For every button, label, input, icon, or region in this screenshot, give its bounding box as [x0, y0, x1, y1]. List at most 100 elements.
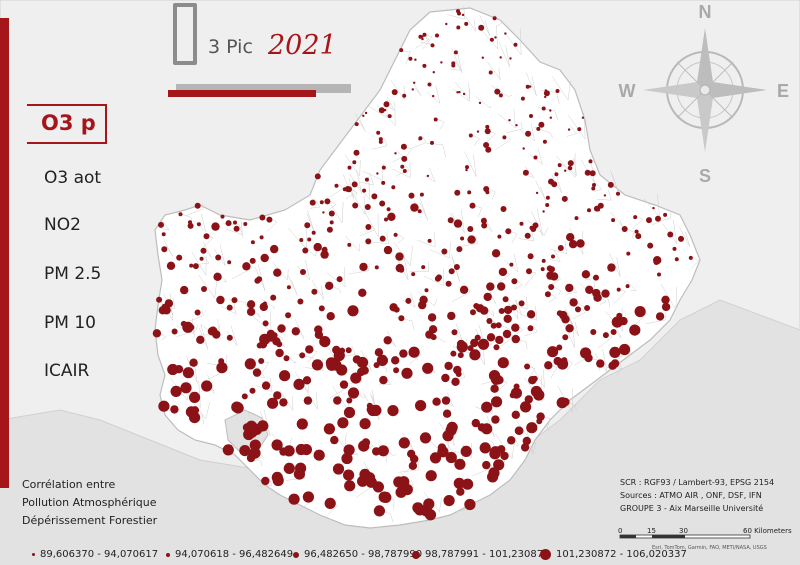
- measurement-point: [405, 297, 412, 304]
- measurement-point: [447, 311, 456, 321]
- commune-boundary: [524, 272, 537, 287]
- measurement-point: [514, 426, 524, 435]
- measurement-point: [464, 21, 469, 26]
- legend-item-2: 94,070618 - 96,482649: [166, 549, 293, 560]
- commune-boundary: [341, 346, 356, 358]
- measurement-point: [309, 199, 316, 206]
- commune-boundary: [225, 220, 243, 236]
- measurement-point: [339, 347, 346, 354]
- measurement-point: [189, 358, 198, 367]
- scale-bar: [619, 534, 751, 539]
- commune-boundary: [424, 167, 436, 183]
- menu-item-o3p[interactable]: O3 p: [41, 111, 96, 135]
- commune-boundary: [503, 28, 522, 56]
- legend-item-1: 89,606370 - 94,070617: [32, 549, 158, 560]
- measurement-point: [319, 200, 324, 205]
- measurement-point: [330, 435, 339, 445]
- commune-boundary: [160, 219, 170, 231]
- measurement-point: [343, 444, 355, 456]
- commune-boundary: [652, 212, 671, 225]
- measurement-point: [486, 318, 493, 324]
- measurement-point: [347, 305, 359, 317]
- measurement-point: [166, 261, 176, 270]
- measurement-point: [395, 252, 404, 261]
- measurement-point: [513, 383, 520, 390]
- measurement-point: [201, 380, 213, 392]
- measurement-point: [462, 92, 466, 96]
- measurement-point: [346, 397, 353, 404]
- commune-boundary: [464, 151, 477, 178]
- measurement-point: [486, 333, 496, 342]
- measurement-point: [299, 352, 306, 359]
- measurement-point: [216, 362, 228, 374]
- commune-boundary: [504, 295, 518, 320]
- menu-item-o3-aot[interactable]: O3 aot: [44, 168, 102, 188]
- measurement-point: [417, 209, 422, 214]
- commune-boundary: [422, 34, 433, 50]
- legend-label-1: 89,606370 - 94,070617: [40, 549, 159, 560]
- measurement-point: [544, 95, 547, 99]
- commune-boundary: [311, 279, 324, 300]
- measurement-point: [457, 352, 464, 359]
- measurement-point: [453, 219, 463, 228]
- measurement-point: [451, 377, 460, 386]
- measurement-point: [410, 203, 419, 212]
- correlation-line-2: Pollution Atmosphérique: [22, 496, 157, 509]
- title-year: 2021: [268, 30, 337, 61]
- measurement-point: [196, 222, 201, 227]
- measurement-point: [608, 361, 617, 370]
- commune-boundary: [163, 239, 173, 257]
- measurement-point: [633, 215, 638, 220]
- measurement-point: [494, 36, 497, 39]
- measurement-point: [365, 224, 372, 230]
- commune-boundary: [372, 232, 390, 244]
- menu-item-pm25[interactable]: PM 2.5: [44, 264, 102, 284]
- measurement-point: [473, 303, 480, 309]
- legend-dot-2: [166, 552, 170, 557]
- measurement-point: [538, 121, 545, 128]
- measurement-point: [216, 295, 225, 305]
- measurement-point: [535, 191, 539, 195]
- measurement-point: [481, 222, 488, 229]
- measurement-point: [500, 206, 507, 212]
- correlation-line-1: Corrélation entre: [22, 478, 116, 491]
- legend-item-3: 96,482650 - 98,787990: [293, 549, 422, 560]
- measurement-point: [408, 192, 415, 199]
- measurement-point: [325, 357, 337, 369]
- measurement-point: [500, 451, 509, 461]
- measurement-point: [587, 208, 591, 213]
- commune-boundary: [199, 236, 214, 251]
- commune-boundary: [518, 229, 535, 242]
- menu-item-o3p-frame[interactable]: [27, 104, 107, 144]
- measurement-point: [227, 260, 232, 265]
- measurement-point: [300, 269, 306, 275]
- measurement-point: [393, 476, 405, 488]
- measurement-point: [590, 329, 597, 335]
- measurement-point: [524, 395, 533, 404]
- measurement-point: [387, 405, 399, 417]
- measurement-point: [479, 442, 491, 454]
- measurement-point: [311, 359, 323, 371]
- measurement-point: [383, 245, 393, 255]
- measurement-point: [511, 323, 520, 332]
- measurement-point: [481, 56, 484, 59]
- commune-boundary: [306, 210, 316, 235]
- menu-item-pm10[interactable]: PM 10: [44, 313, 96, 333]
- measurement-point: [411, 88, 414, 91]
- menu-item-icair[interactable]: ICAIR: [44, 361, 90, 381]
- measurement-point: [328, 210, 335, 217]
- commune-boundary: [475, 96, 491, 109]
- commune-boundary: [597, 334, 613, 349]
- measurement-point: [527, 325, 534, 332]
- measurement-point: [258, 358, 265, 364]
- commune-boundary: [423, 268, 444, 287]
- measurement-point: [353, 149, 360, 156]
- measurement-point: [161, 303, 168, 310]
- menu-item-no2[interactable]: NO2: [44, 215, 81, 235]
- commune-boundary: [392, 161, 411, 178]
- commune-boundary: [679, 226, 691, 248]
- commune-boundary: [535, 181, 547, 201]
- measurement-point: [418, 34, 423, 39]
- measurement-point: [536, 412, 545, 421]
